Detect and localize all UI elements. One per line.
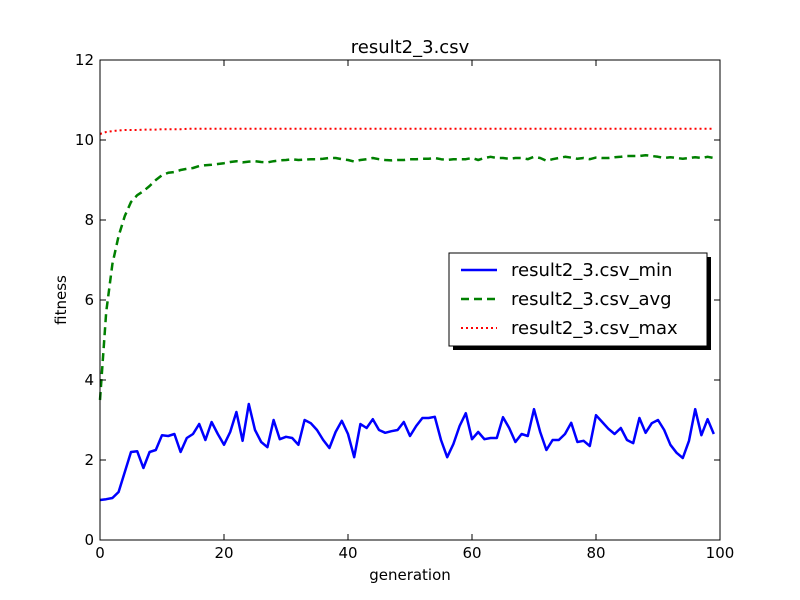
y-axis-label: fitness (52, 275, 70, 325)
x-tick-label: 20 (214, 544, 233, 562)
series-line-3 (99, 127, 714, 135)
x-tick-label: 80 (586, 544, 605, 562)
y-tick-label: 2 (84, 451, 94, 469)
x-axis-label: generation (369, 566, 451, 584)
y-tick-label: 4 (84, 371, 94, 389)
y-tick-label: 8 (84, 211, 94, 229)
chart-title: result2_3.csv (351, 37, 470, 58)
y-tick-label: 12 (75, 51, 94, 69)
x-tick-label: 0 (95, 544, 105, 562)
legend-items: result2_3.csv_min result2_3.csv_avgresult… (461, 260, 678, 339)
x-tick-label: 60 (462, 544, 481, 562)
x-tick-label: 40 (338, 544, 357, 562)
tick-layer: 0 20 40 60 80 100 0 2 4 6 8 10 12 (75, 51, 734, 562)
y-tick-label: 10 (75, 131, 94, 149)
legend-label-1: result2_3.csv_min (511, 260, 672, 281)
x-tick-label: 100 (706, 544, 735, 562)
legend-label-3: result2_3.csv_max (511, 318, 678, 339)
legend: result2_3.csv_min result2_3.csv_avgresult… (448, 252, 711, 350)
series-layer (98, 127, 715, 502)
y-tick-label: 6 (84, 291, 94, 309)
legend-label-2: result2_3.csv_avg (511, 289, 672, 310)
series-line-1 (99, 402, 715, 502)
y-tick-label: 0 (84, 531, 94, 549)
